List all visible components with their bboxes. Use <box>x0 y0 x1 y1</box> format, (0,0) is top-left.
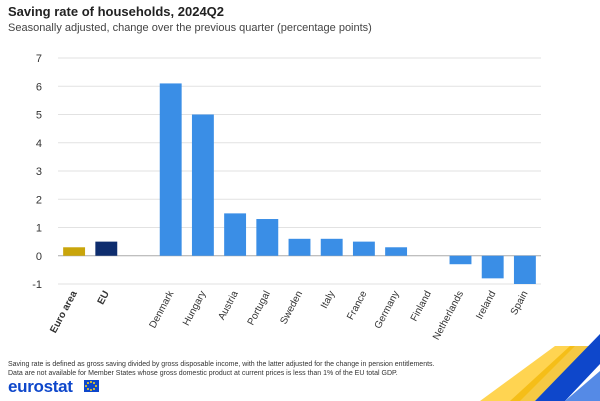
bar-netherlands <box>449 255 472 265</box>
chart-title: Saving rate of households, 2024Q2 <box>8 4 225 19</box>
x-tick-label: Finland <box>409 289 434 323</box>
bar-spain <box>513 255 536 284</box>
y-tick-label: 4 <box>36 138 42 150</box>
y-tick-label: 2 <box>36 194 42 206</box>
y-tick-label: 7 <box>36 53 42 65</box>
bar-france <box>352 241 375 256</box>
decorative-ribbon-icon <box>480 334 600 401</box>
bar-denmark <box>159 83 182 256</box>
x-tick-label: Euro area <box>48 289 80 335</box>
y-tick-label: -1 <box>32 279 42 291</box>
x-tick-label: Italy <box>319 289 337 310</box>
bar-germany <box>385 247 408 256</box>
x-tick-label: Denmark <box>148 288 177 330</box>
bar-ireland <box>481 255 504 279</box>
chart-subtitle: Seasonally adjusted, change over the pre… <box>8 22 372 34</box>
bar-sweden <box>288 238 311 256</box>
y-axis-tick-labels: -1 0 1 2 3 4 5 6 7 <box>32 53 42 291</box>
x-tick-label: EU <box>96 289 112 306</box>
bar-chart: -1 0 1 2 3 4 5 6 7 Euro area EU Denmark Hungary Aust… <box>32 53 541 342</box>
x-tick-label: Sweden <box>278 289 305 326</box>
bar-euro-area <box>63 247 86 256</box>
x-tick-label: Germany <box>373 289 402 330</box>
bar-austria <box>224 213 247 256</box>
x-tick-label: Netherlands <box>431 289 466 342</box>
y-tick-label: 6 <box>36 81 42 93</box>
bars <box>63 83 536 284</box>
y-tick-label: 0 <box>36 251 42 263</box>
x-tick-label: Ireland <box>474 289 498 321</box>
x-axis-tick-labels: Euro area EU Denmark Hungary Austria Portugal… <box>48 288 530 342</box>
x-tick-label: France <box>345 289 370 322</box>
eurostat-logo: eurostat <box>8 377 73 396</box>
bar-hungary <box>191 114 214 256</box>
x-tick-label: Austria <box>216 289 241 322</box>
x-tick-label: Hungary <box>181 289 208 328</box>
x-tick-label: Spain <box>509 289 531 317</box>
footnote-line-1: Saving rate is defined as gross saving d… <box>8 361 435 368</box>
x-tick-label: Portugal <box>246 289 273 327</box>
footnote-line-2: Data are not available for Member States… <box>8 370 398 377</box>
bar-portugal <box>256 219 279 256</box>
y-tick-label: 5 <box>36 110 42 122</box>
bar-italy <box>320 238 343 256</box>
y-tick-label: 3 <box>36 166 42 178</box>
footnote: Saving rate is defined as gross saving d… <box>8 360 478 378</box>
bar-eu <box>95 241 118 256</box>
y-tick-label: 1 <box>36 223 42 235</box>
eu-flag-icon <box>84 380 99 392</box>
